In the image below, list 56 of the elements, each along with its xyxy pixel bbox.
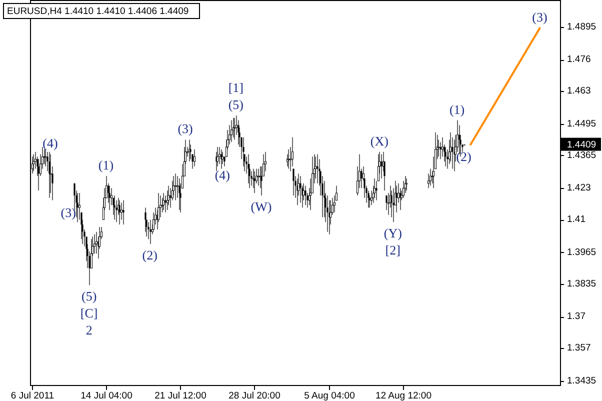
annotation: [2]	[385, 242, 400, 258]
x-tick-label: 28 Jul 20:00	[228, 390, 280, 401]
chart-title: EURUSD,H4 1.4410 1.4410 1.4406 1.4409	[7, 6, 189, 17]
annotation: (W)	[250, 198, 272, 214]
candlestick	[122, 200, 124, 225]
annotation: (3)	[60, 204, 76, 220]
annotation: (4)	[42, 136, 58, 151]
candlestick	[159, 195, 162, 218]
annotation: (1)	[449, 102, 465, 117]
y-tick-label: 1.4365	[567, 150, 596, 161]
annotation: (X)	[370, 133, 388, 148]
annotation: (2)	[142, 247, 158, 262]
y-tick-label: 1.3835	[567, 278, 596, 290]
candlestick	[230, 120, 233, 142]
annotation: (5)	[81, 288, 97, 304]
y-tick-label: 1.37	[567, 311, 586, 322]
x-tick-label: 5 Aug 04:00	[304, 390, 355, 401]
annotation: [1]	[228, 80, 244, 95]
y-tick-label: 1.41	[567, 214, 586, 226]
candlestick	[300, 176, 302, 204]
candlestick	[193, 149, 196, 167]
y-tick-label: 1.3965	[567, 246, 596, 258]
annotation: (3)	[178, 121, 193, 136]
candlestick	[333, 195, 336, 213]
y-tick-label: 1.476	[567, 54, 591, 66]
annotation: (Y)	[384, 226, 402, 241]
candlestick	[174, 173, 177, 201]
y-tick-label: 1.4409	[567, 139, 596, 150]
candlestick	[150, 219, 152, 244]
annotation: (4)	[214, 167, 230, 182]
y-tick-label: 1.4495	[567, 118, 596, 130]
annotation: (2)	[456, 149, 472, 164]
annotation: (1)	[98, 158, 114, 173]
y-tick-label: 1.3435	[567, 375, 596, 386]
y-tick-label: 1.423	[567, 182, 591, 194]
annotation: (5)	[228, 96, 244, 112]
y-tick-label: 1.463	[567, 86, 591, 97]
candlestick	[304, 185, 306, 206]
candlestick	[368, 190, 370, 208]
x-tick-label: 6 Jul 2011	[10, 390, 54, 401]
x-tick-label: 14 Jul 04:00	[80, 390, 132, 401]
x-tick-label: 21 Jul 12:00	[154, 390, 206, 401]
candlestick	[93, 234, 96, 254]
y-tick-label: 1.4895	[567, 21, 596, 32]
x-tick-label: 12 Aug 12:00	[376, 390, 432, 401]
candlestick	[376, 180, 378, 201]
candlestick	[427, 173, 430, 188]
annotation: [C]	[80, 306, 98, 321]
candlestick	[380, 154, 382, 179]
candlestick	[440, 142, 442, 160]
y-tick-label: 1.357	[567, 342, 591, 354]
candlestick	[316, 154, 318, 184]
candlestick	[291, 136, 294, 167]
annotation: 2	[86, 322, 92, 338]
annotation: (3)	[532, 10, 548, 25]
candlestick	[452, 136, 454, 170]
